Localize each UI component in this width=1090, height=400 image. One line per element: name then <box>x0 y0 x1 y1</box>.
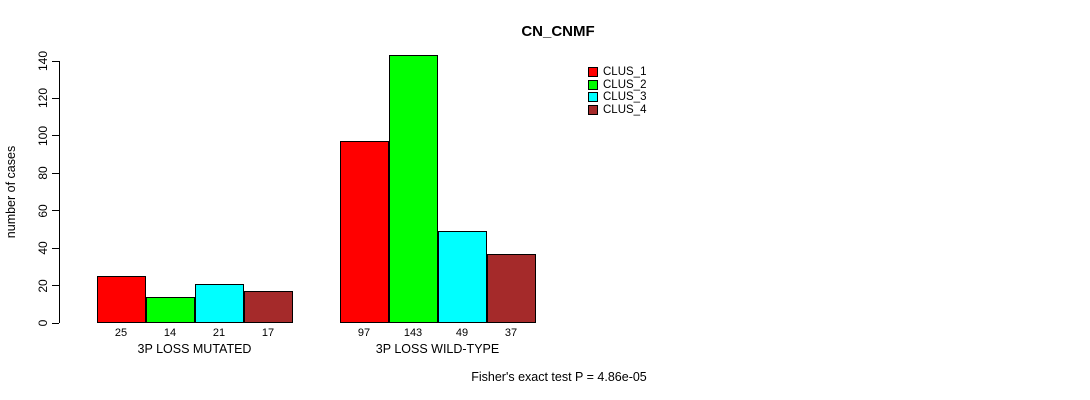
legend: CLUS_1 CLUS_2 CLUS_3 CLUS_4 <box>588 66 646 116</box>
legend-item: CLUS_3 <box>588 91 646 104</box>
bar-value-label: 37 <box>504 327 518 339</box>
bar-value-label: 49 <box>455 327 469 339</box>
y-axis-line <box>59 61 60 323</box>
x-category-label: 3P LOSS WILD-TYPE <box>375 342 500 356</box>
bar-value-label: 97 <box>357 327 371 339</box>
bar <box>243 291 293 323</box>
legend-swatch <box>588 67 598 78</box>
bar <box>388 55 438 323</box>
legend-item: CLUS_2 <box>588 79 646 92</box>
legend-swatch <box>588 105 598 116</box>
y-tick-label: 0 <box>36 319 50 327</box>
legend-label: CLUS_3 <box>603 91 647 104</box>
y-axis-label: number of cases <box>4 145 18 239</box>
bar-value-label: 25 <box>114 327 128 339</box>
y-tick-label: 80 <box>36 166 50 180</box>
bar <box>194 283 244 323</box>
legend-label: CLUS_2 <box>603 78 647 91</box>
footer-annotation: Fisher's exact test P = 4.86e-05 <box>471 370 647 384</box>
y-tick <box>52 172 59 174</box>
y-tick <box>52 322 59 324</box>
y-tick <box>52 210 59 212</box>
y-tick-label: 40 <box>36 241 50 255</box>
y-tick-label: 100 <box>36 125 50 146</box>
y-tick-label: 60 <box>36 204 50 218</box>
bar-value-label: 17 <box>261 327 275 339</box>
chart-title: CN_CNMF <box>521 23 595 40</box>
x-category-label: 3P LOSS MUTATED <box>137 342 252 356</box>
bar-value-label: 21 <box>212 327 226 339</box>
y-tick <box>52 97 59 99</box>
bar-value-label: 143 <box>403 327 423 339</box>
legend-swatch <box>588 92 598 103</box>
bar <box>437 231 487 323</box>
y-tick <box>52 247 59 249</box>
bar <box>486 253 536 323</box>
legend-label: CLUS_4 <box>603 104 647 117</box>
legend-label: CLUS_1 <box>603 66 647 79</box>
y-tick-label: 120 <box>36 88 50 109</box>
bar <box>339 141 389 323</box>
y-tick <box>52 135 59 137</box>
y-tick-label: 140 <box>36 50 50 72</box>
bar <box>96 276 146 323</box>
bar <box>145 296 195 323</box>
legend-item: CLUS_4 <box>588 104 646 117</box>
bar-value-label: 14 <box>163 327 177 339</box>
y-tick <box>52 285 59 287</box>
y-tick-label: 20 <box>36 278 50 293</box>
legend-swatch <box>588 79 598 90</box>
legend-item: CLUS_1 <box>588 66 646 79</box>
y-tick <box>52 60 59 62</box>
